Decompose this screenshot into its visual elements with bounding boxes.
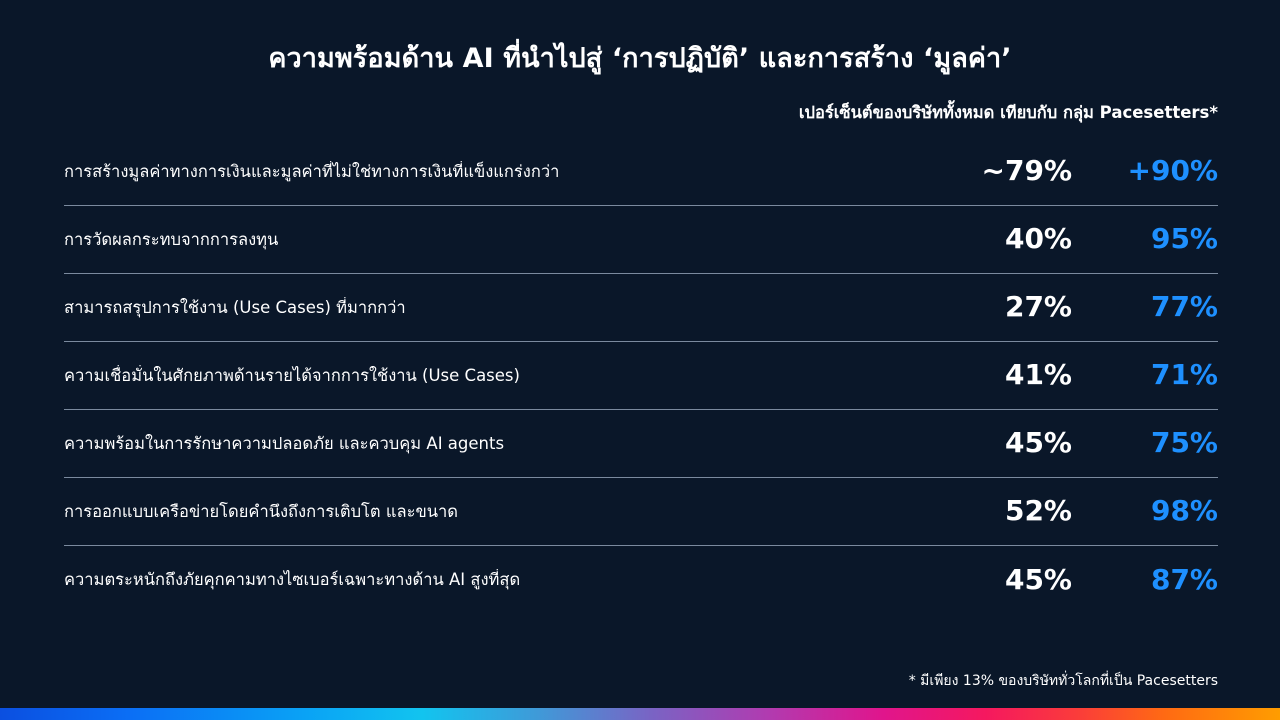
table-row: ความตระหนักถึงภัยคุกคามทางไซเบอร์เฉพาะทา…: [64, 546, 1218, 614]
table-row: ความพร้อมในการรักษาความปลอดภัย และควบคุม…: [64, 410, 1218, 478]
row-label: สามารถสรุปการใช้งาน (Use Cases) ที่มากกว…: [64, 297, 406, 317]
row-label: การสร้างมูลค่าทางการเงินและมูลค่าที่ไม่ใ…: [64, 161, 560, 181]
comparison-table: การสร้างมูลค่าทางการเงินและมูลค่าที่ไม่ใ…: [0, 138, 1280, 614]
value-all-companies: 45%: [1004, 426, 1072, 460]
table-row: การออกแบบเครือข่ายโดยคำนึงถึงการเติบโต แ…: [64, 478, 1218, 546]
value-pacesetters: 71%: [1150, 358, 1218, 392]
value-pacesetters: 75%: [1150, 426, 1218, 460]
value-all-companies: 27%: [1004, 290, 1072, 324]
value-all-companies: 45%: [1004, 562, 1072, 596]
table-row: การสร้างมูลค่าทางการเงินและมูลค่าที่ไม่ใ…: [64, 138, 1218, 206]
row-label: ความตระหนักถึงภัยคุกคามทางไซเบอร์เฉพาะทา…: [64, 570, 521, 590]
subtitle-container: เปอร์เซ็นต์ของบริษัททั้งหมด เทียบกับ กลุ…: [0, 100, 1280, 126]
value-all-companies: 40%: [1004, 222, 1072, 256]
row-label: การออกแบบเครือข่ายโดยคำนึงถึงการเติบโต แ…: [64, 501, 459, 521]
subtitle: เปอร์เซ็นต์ของบริษัททั้งหมด เทียบกับ กลุ…: [798, 102, 1218, 122]
table-row: ความเชื่อมั่นในศักยภาพด้านรายได้จากการใช…: [64, 342, 1218, 410]
footnote-container: * มีเพียง 13% ของบริษัททั่วโลกที่เป็น Pa…: [0, 670, 1280, 720]
footnote: * มีเพียง 13% ของบริษัททั่วโลกที่เป็น Pa…: [908, 673, 1218, 689]
value-pacesetters: +90%: [1127, 154, 1218, 188]
table-row: สามารถสรุปการใช้งาน (Use Cases) ที่มากกว…: [64, 274, 1218, 342]
value-all-companies: 52%: [1004, 494, 1072, 528]
row-label: ความพร้อมในการรักษาความปลอดภัย และควบคุม…: [64, 433, 505, 453]
row-label: การวัดผลกระทบจากการลงทุน: [64, 229, 279, 249]
page-title: ความพร้อมด้าน AI ที่นำไปสู่ ‘การปฏิบัติ’…: [268, 43, 1012, 74]
row-label: ความเชื่อมั่นในศักยภาพด้านรายได้จากการใช…: [64, 365, 520, 385]
value-all-companies: 41%: [1004, 358, 1072, 392]
value-all-companies: ~79%: [981, 154, 1072, 188]
value-pacesetters: 77%: [1150, 290, 1218, 324]
value-pacesetters: 95%: [1150, 222, 1218, 256]
value-pacesetters: 87%: [1150, 562, 1218, 596]
gradient-accent-bar: [0, 708, 1280, 720]
value-pacesetters: 98%: [1150, 494, 1218, 528]
table-row: การวัดผลกระทบจากการลงทุน 40% 95%: [64, 206, 1218, 274]
